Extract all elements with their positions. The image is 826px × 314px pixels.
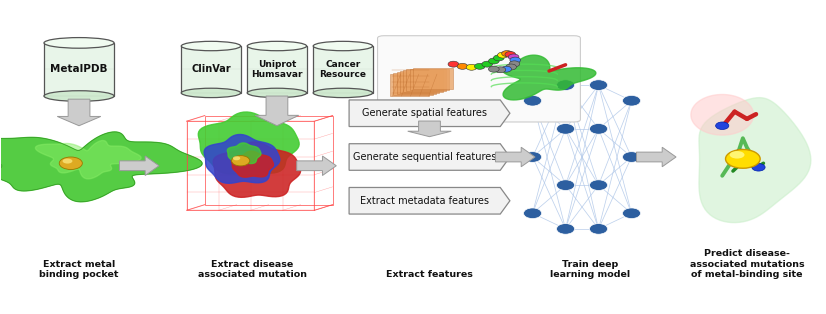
FancyBboxPatch shape <box>393 73 433 95</box>
Ellipse shape <box>729 151 744 159</box>
Text: Generate sequential features: Generate sequential features <box>353 152 496 162</box>
Text: Cancer
Resource: Cancer Resource <box>320 60 367 79</box>
Ellipse shape <box>752 164 765 171</box>
Ellipse shape <box>590 224 608 234</box>
Ellipse shape <box>247 41 306 51</box>
Polygon shape <box>198 112 299 174</box>
Ellipse shape <box>488 58 499 64</box>
FancyBboxPatch shape <box>410 68 449 90</box>
Ellipse shape <box>466 64 477 70</box>
Polygon shape <box>44 43 114 96</box>
Polygon shape <box>408 121 451 137</box>
Polygon shape <box>204 134 280 183</box>
Ellipse shape <box>181 88 240 98</box>
Text: ClinVar: ClinVar <box>191 64 230 74</box>
Ellipse shape <box>557 80 575 90</box>
Polygon shape <box>57 99 101 126</box>
Ellipse shape <box>233 156 240 160</box>
FancyBboxPatch shape <box>400 71 439 93</box>
Ellipse shape <box>524 95 542 106</box>
Ellipse shape <box>457 63 468 69</box>
Polygon shape <box>227 143 261 164</box>
Ellipse shape <box>493 55 504 61</box>
Polygon shape <box>502 55 596 100</box>
FancyBboxPatch shape <box>396 72 436 94</box>
Text: Generate spatial features: Generate spatial features <box>362 108 487 118</box>
Polygon shape <box>637 147 676 167</box>
Ellipse shape <box>715 122 729 129</box>
Polygon shape <box>247 46 306 93</box>
Ellipse shape <box>231 156 249 166</box>
Ellipse shape <box>44 38 114 48</box>
Ellipse shape <box>501 51 512 57</box>
Polygon shape <box>349 100 510 127</box>
FancyBboxPatch shape <box>403 70 443 92</box>
Polygon shape <box>699 98 811 223</box>
Ellipse shape <box>623 152 641 162</box>
Ellipse shape <box>505 51 515 57</box>
Polygon shape <box>0 132 202 202</box>
Ellipse shape <box>557 123 575 134</box>
FancyBboxPatch shape <box>413 68 453 89</box>
Ellipse shape <box>482 61 492 67</box>
Text: Uniprot
Humsavar: Uniprot Humsavar <box>251 60 302 79</box>
Polygon shape <box>297 156 336 176</box>
Ellipse shape <box>247 88 306 98</box>
Polygon shape <box>255 96 299 126</box>
Text: MetalPDB: MetalPDB <box>50 64 107 74</box>
Ellipse shape <box>557 180 575 191</box>
Polygon shape <box>120 156 159 176</box>
Text: Train deep
learning model: Train deep learning model <box>550 259 630 279</box>
Ellipse shape <box>313 88 373 98</box>
Polygon shape <box>213 142 301 197</box>
Polygon shape <box>36 140 141 179</box>
Ellipse shape <box>557 224 575 234</box>
Text: Extract features: Extract features <box>386 270 473 279</box>
Polygon shape <box>181 46 240 93</box>
Ellipse shape <box>59 157 83 170</box>
Ellipse shape <box>623 95 641 106</box>
Text: Extract metal
binding pocket: Extract metal binding pocket <box>40 259 119 279</box>
Ellipse shape <box>488 66 499 72</box>
Polygon shape <box>691 95 753 135</box>
FancyBboxPatch shape <box>390 74 430 96</box>
Ellipse shape <box>501 66 511 72</box>
Ellipse shape <box>509 61 520 67</box>
Ellipse shape <box>495 67 506 73</box>
Ellipse shape <box>590 123 608 134</box>
Text: Predict disease-
associated mutations
of metal-binding site: Predict disease- associated mutations of… <box>690 249 805 279</box>
Polygon shape <box>349 187 510 214</box>
Text: Extract disease
associated mutation: Extract disease associated mutation <box>197 259 306 279</box>
Ellipse shape <box>506 64 516 70</box>
Polygon shape <box>349 144 510 170</box>
Ellipse shape <box>63 159 73 164</box>
Ellipse shape <box>474 63 485 69</box>
Ellipse shape <box>448 61 458 67</box>
Text: Extract metadata features: Extract metadata features <box>360 196 489 206</box>
Ellipse shape <box>508 54 519 60</box>
Ellipse shape <box>313 41 373 51</box>
Ellipse shape <box>497 52 508 58</box>
Ellipse shape <box>524 152 542 162</box>
Ellipse shape <box>590 180 608 191</box>
Ellipse shape <box>623 208 641 219</box>
Polygon shape <box>496 147 535 167</box>
FancyBboxPatch shape <box>406 69 446 91</box>
Polygon shape <box>313 46 373 93</box>
Polygon shape <box>231 151 273 177</box>
Ellipse shape <box>725 149 760 168</box>
Ellipse shape <box>590 80 608 90</box>
Ellipse shape <box>510 57 520 63</box>
Ellipse shape <box>734 149 748 157</box>
Ellipse shape <box>44 91 114 101</box>
FancyBboxPatch shape <box>377 36 581 122</box>
Ellipse shape <box>524 208 542 219</box>
Ellipse shape <box>181 41 240 51</box>
